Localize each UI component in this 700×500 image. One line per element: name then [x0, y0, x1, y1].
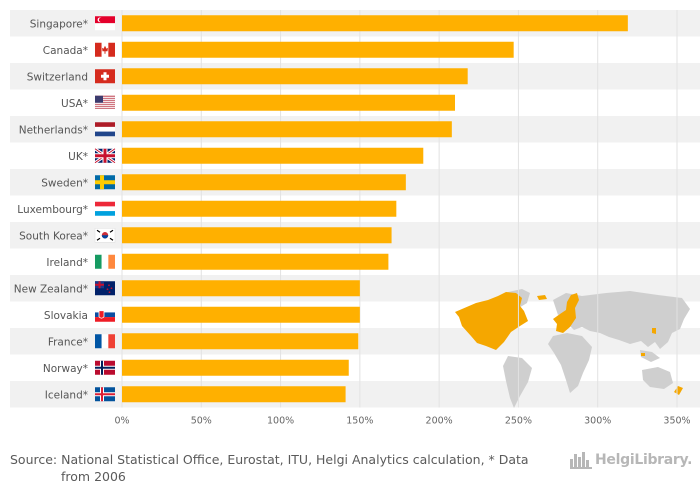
bars: [122, 15, 628, 403]
category-label: Norway*: [43, 363, 88, 375]
category-label: UK*: [68, 151, 88, 163]
bar-france: [122, 333, 359, 350]
category-label: Switzerland: [27, 71, 88, 83]
bar-iceland: [122, 386, 346, 403]
luxembourg-flag-icon: [95, 201, 115, 216]
category-label: Sweden*: [41, 177, 88, 189]
category-label: Canada*: [43, 45, 88, 57]
x-tick-label: 0%: [114, 416, 129, 427]
flags: [94, 16, 116, 402]
sweden-flag-icon: [95, 175, 115, 190]
x-tick-label: 100%: [267, 416, 294, 427]
helgilibrary-logo[interactable]: HelgiLibrary.: [570, 450, 695, 470]
bar-new-zealand: [122, 280, 360, 297]
map-singapore-highlight: [641, 353, 645, 356]
map-north-america-highlight: [455, 292, 528, 350]
map-europe-highlight: [553, 293, 579, 333]
brand-name: HelgiLibrary.: [595, 452, 693, 468]
category-label: Iceland*: [45, 389, 88, 401]
category-labels: Singapore* Canada* Switzerland USA* Netherla…: [14, 18, 88, 401]
x-tick-label: 200%: [426, 416, 453, 427]
uk-flag-icon: [94, 147, 116, 164]
x-axis-ticks: 0% 50% 100% 150% 200% 250% 300% 350%: [114, 416, 690, 427]
map-iceland-highlight: [537, 295, 547, 300]
canada-flag-icon: [95, 42, 115, 57]
category-label: New Zealand*: [14, 283, 88, 295]
usa-flag-icon: [95, 95, 115, 110]
category-label: France*: [48, 336, 88, 348]
map-africa: [548, 333, 592, 393]
bar-slovakia: [122, 306, 360, 323]
x-tick-label: 250%: [505, 416, 532, 427]
x-tick-label: 300%: [584, 416, 611, 427]
x-tick-label: 150%: [346, 416, 373, 427]
category-label: Slovakia: [44, 310, 88, 322]
x-tick-label: 50%: [191, 416, 212, 427]
category-label: Singapore*: [30, 18, 88, 30]
city-skyline-icon: [570, 452, 592, 469]
category-label: Luxembourg*: [17, 204, 88, 216]
bar-norway: [122, 359, 349, 376]
map-korea-highlight: [652, 328, 656, 334]
x-tick-label: 350%: [663, 416, 690, 427]
bar-sweden: [122, 174, 406, 191]
bar-switzerland: [122, 68, 468, 85]
bar-ireland: [122, 253, 389, 270]
france-flag-icon: [95, 334, 115, 349]
slovakia-flag-icon: [95, 307, 115, 322]
bar-usa: [122, 94, 455, 111]
map-europe-asia: [553, 291, 690, 349]
bar-canada: [122, 41, 514, 58]
category-label: South Korea*: [19, 230, 88, 242]
ireland-flag-icon: [95, 254, 115, 269]
map-australia: [642, 367, 673, 389]
singapore-flag-icon: [95, 16, 115, 31]
source-note: Source: National Statistical Office, Eur…: [10, 451, 555, 485]
map-south-america: [503, 356, 532, 408]
iceland-flag-icon: [95, 387, 115, 402]
switzerland-flag-icon: [95, 69, 115, 84]
new-zealand-flag-icon: [95, 281, 115, 296]
category-label: Netherlands*: [19, 124, 88, 136]
category-label: Ireland*: [46, 257, 88, 269]
norway-flag-icon: [95, 360, 115, 375]
map-new-zealand-highlight: [674, 386, 683, 395]
category-label: USA*: [61, 98, 88, 110]
netherlands-flag-icon: [95, 122, 115, 137]
bar-uk: [122, 147, 424, 164]
bar-singapore: [122, 15, 628, 32]
world-map: [455, 289, 690, 408]
south-korea-flag-icon: [94, 228, 116, 243]
source-line-2: from 2006: [61, 469, 126, 484]
bar-netherlands: [122, 121, 452, 138]
source-line-1: Source: National Statistical Office, Eur…: [10, 452, 529, 467]
bar-luxembourg: [122, 200, 397, 217]
bar-south-korea: [122, 227, 392, 244]
